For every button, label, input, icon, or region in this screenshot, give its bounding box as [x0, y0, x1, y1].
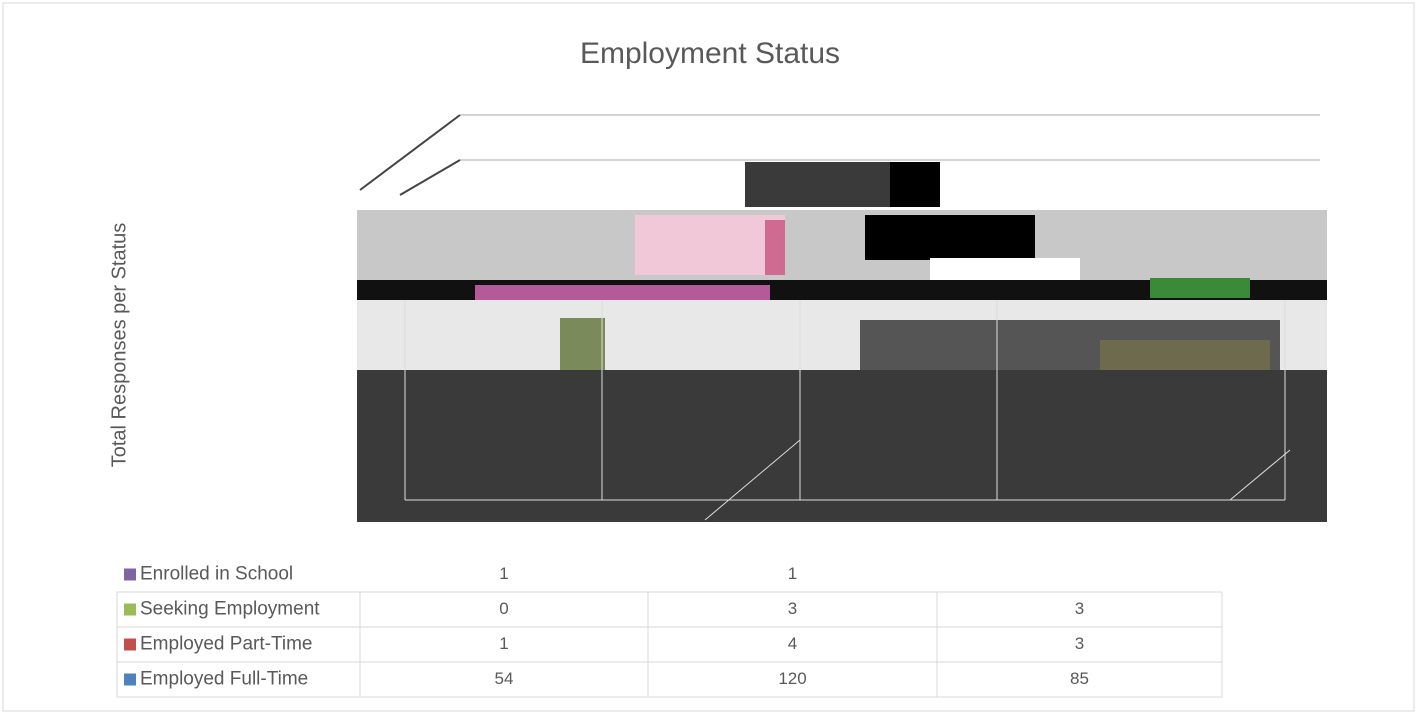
legend-key — [124, 674, 136, 686]
legend-key — [124, 569, 136, 581]
table-value: 120 — [778, 669, 806, 688]
chart-title: Employment Status — [580, 37, 840, 70]
chart: Employment Status Total Responses per St… — [0, 0, 1419, 715]
legend-key — [124, 639, 136, 651]
table-value: 3 — [1075, 599, 1084, 618]
table-value: 4 — [788, 634, 797, 653]
legend-label: Employed Full-Time — [140, 669, 308, 690]
table-value: 0 — [499, 599, 508, 618]
legend-label: Seeking Employment — [140, 599, 320, 620]
table-value: 3 — [1075, 634, 1084, 653]
table-value: 1 — [499, 634, 508, 653]
legend-label: Enrolled in School — [140, 564, 293, 585]
y-axis-label: Total Responses per Status — [108, 223, 130, 468]
table-value: 54 — [495, 669, 514, 688]
legend-label: Employed Part-Time — [140, 634, 312, 655]
table-value: 85 — [1070, 669, 1089, 688]
legend-key — [124, 604, 136, 616]
table-value: 3 — [788, 599, 797, 618]
table-value: 1 — [499, 564, 508, 583]
table-value: 1 — [788, 564, 797, 583]
